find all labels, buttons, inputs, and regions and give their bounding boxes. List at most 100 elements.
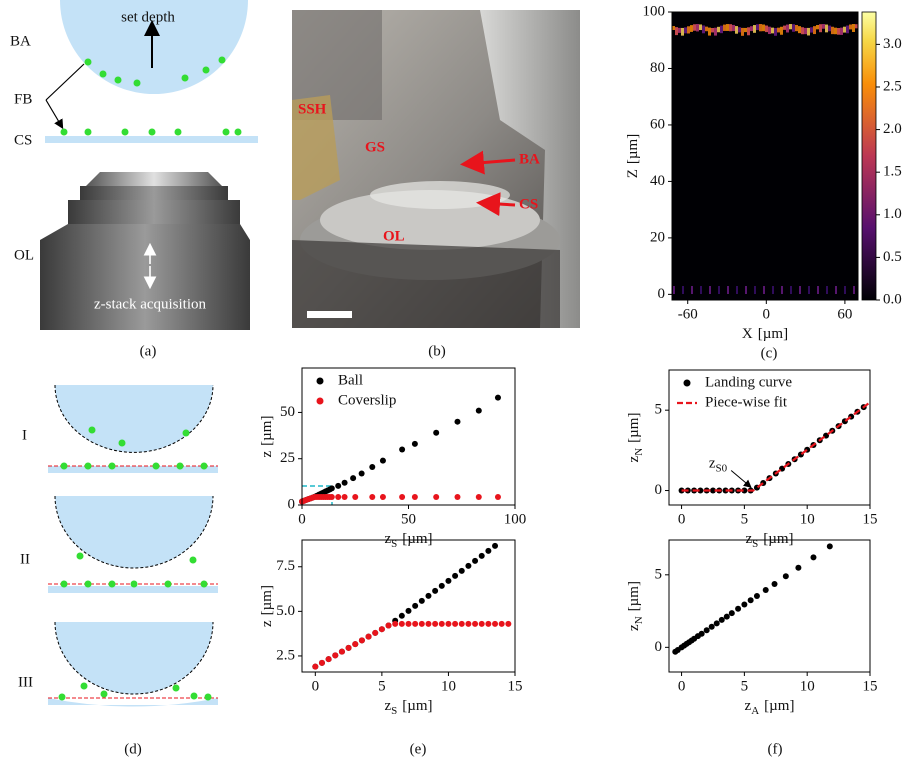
data-point <box>472 620 479 627</box>
x-tick-label: 10 <box>800 511 815 527</box>
intensity-band <box>699 24 702 31</box>
intensity-band <box>693 24 696 31</box>
data-point <box>492 620 499 627</box>
y-tick-label: 0 <box>655 639 663 655</box>
intensity-band <box>696 24 699 32</box>
intensity-band <box>808 286 810 294</box>
annotation: zS0 <box>709 456 728 474</box>
intensity-band <box>826 286 828 294</box>
panel-label: (d) <box>124 741 142 757</box>
data-point <box>399 446 406 453</box>
label: z-stack acquisition <box>94 296 207 312</box>
intensity-band <box>678 27 681 33</box>
data-point <box>352 494 359 501</box>
intensity-band <box>844 286 846 294</box>
photo-b: SSH GS BA CS OL (b) <box>292 10 580 359</box>
y-tick-label: 7.5 <box>276 558 295 574</box>
data-point <box>412 602 419 609</box>
intensity-band <box>795 24 798 32</box>
data-point <box>782 573 789 580</box>
intensity-band <box>772 286 774 294</box>
pointer <box>45 63 85 101</box>
data-point <box>369 464 376 471</box>
intensity-band <box>786 24 789 33</box>
intensity-band <box>781 286 783 294</box>
data-point <box>411 494 418 501</box>
x-tick-label: 0 <box>312 678 320 694</box>
label: GS <box>365 139 385 155</box>
intensity-band <box>681 27 684 36</box>
data-point <box>475 407 482 414</box>
data-point <box>698 630 705 637</box>
label-sub: S0 <box>716 462 728 474</box>
plot-frame <box>301 367 516 506</box>
label-unit: [µm] <box>626 581 642 611</box>
arrow <box>476 192 516 217</box>
data-point <box>328 494 335 501</box>
intensity-band <box>682 286 684 294</box>
data-point <box>492 542 499 549</box>
label-sub: A <box>751 705 759 717</box>
label-sub: N <box>633 448 645 456</box>
data-point <box>452 572 459 579</box>
data-point <box>379 494 386 501</box>
intensity-band <box>777 27 780 33</box>
axis-label: zS [µm] <box>745 531 793 549</box>
intensity-band <box>834 27 837 35</box>
data-point <box>494 394 501 401</box>
data-point <box>328 485 335 492</box>
intensity-band <box>735 26 738 34</box>
intensity-band <box>807 27 810 36</box>
intensity-band <box>804 27 807 35</box>
data-point <box>425 620 432 627</box>
x-tick-label: 50 <box>401 511 416 527</box>
fit-line <box>681 401 871 492</box>
data-point <box>753 592 760 599</box>
data-point <box>411 440 418 447</box>
data-point <box>338 648 345 655</box>
label: OL <box>383 228 405 244</box>
y-tick-label: 2.5 <box>276 647 295 663</box>
intensity-band <box>762 24 765 32</box>
stage <box>48 384 218 473</box>
y-tick-label: 5 <box>655 402 663 418</box>
data-point <box>365 633 372 640</box>
data-point <box>709 487 716 494</box>
intensity-band <box>756 24 759 31</box>
x-tick-label: 15 <box>508 678 523 694</box>
data-point <box>432 620 439 627</box>
colorbar-tick-label: 0.0 <box>883 291 902 307</box>
intensity-band <box>853 286 855 294</box>
intensity-band <box>828 25 831 32</box>
intensity-band <box>729 24 732 32</box>
data-point <box>762 587 769 594</box>
data-point <box>398 612 405 619</box>
stage-label: III <box>18 674 33 690</box>
data-point <box>728 610 735 617</box>
data-point <box>378 626 385 633</box>
objective <box>68 200 240 224</box>
x-tick-label: 0 <box>678 678 686 694</box>
data-point <box>771 580 778 587</box>
colorbar-tick-label: 2.5 <box>883 78 902 94</box>
label-text: z <box>384 531 391 547</box>
label-sub: S <box>391 538 397 550</box>
data-point <box>425 592 432 599</box>
intensity-band <box>723 24 726 31</box>
diagram-d: I II III (d) <box>18 384 218 757</box>
data-point <box>478 552 485 559</box>
plot-frame <box>671 11 859 301</box>
plot-frame <box>301 539 516 673</box>
colorbar-tick-label: 1.5 <box>883 164 902 180</box>
data-point <box>697 487 704 494</box>
data-point <box>332 652 339 659</box>
intensity-band <box>792 24 795 32</box>
intensity-band <box>702 25 705 34</box>
data-point <box>445 577 452 584</box>
y-tick-label: 80 <box>650 60 665 76</box>
intensity-band <box>759 24 762 32</box>
arrow <box>460 150 516 175</box>
panel-label: (e) <box>410 741 427 757</box>
intensity-band <box>747 27 750 36</box>
label-text: Z <box>625 169 641 178</box>
